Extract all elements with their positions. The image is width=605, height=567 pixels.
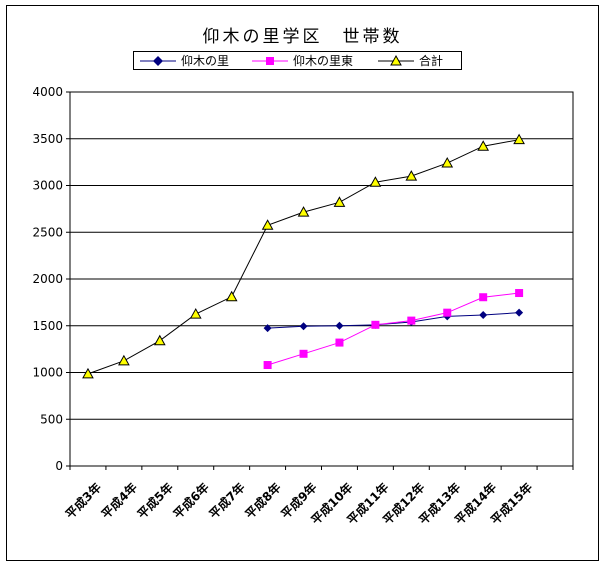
- data-point: [479, 310, 488, 319]
- series-line: [267, 292, 520, 366]
- data-point: [82, 367, 94, 379]
- y-tick-label: 0: [55, 459, 63, 473]
- y-tick-label: 2000: [32, 272, 63, 286]
- legend-label: 合計: [419, 54, 444, 68]
- data-point: [515, 289, 524, 298]
- x-tick-label: 平成5年: [134, 480, 176, 522]
- y-tick-label: 500: [40, 412, 63, 426]
- data-point: [189, 308, 202, 319]
- data-point: [299, 322, 308, 331]
- data-point: [441, 157, 454, 168]
- x-tick-label: 平成4年: [98, 480, 140, 522]
- data-point: [153, 334, 166, 346]
- data-point: [299, 349, 308, 358]
- chart-title: 仰木の里学区 世帯数: [202, 27, 403, 47]
- legend-swatch-diamond-icon: [140, 55, 176, 66]
- data-point: [118, 354, 130, 366]
- x-tick-label: 平成8年: [242, 480, 284, 522]
- y-tick-label: 2500: [32, 225, 63, 239]
- y-tick-label: 3000: [32, 179, 63, 193]
- data-point: [513, 133, 525, 145]
- x-tick-label: 平成3年: [62, 480, 104, 522]
- data-point: [225, 290, 238, 302]
- series-line: [267, 312, 520, 329]
- y-tick-label: 1000: [32, 366, 63, 380]
- data-point: [371, 320, 380, 329]
- y-tick-label: 1500: [32, 319, 63, 333]
- data-point: [515, 308, 524, 317]
- x-tick-label: 平成7年: [206, 480, 248, 522]
- data-point: [333, 196, 346, 207]
- data-point: [335, 321, 344, 330]
- legend-item-oginosato: 仰木の里: [138, 52, 229, 69]
- legend-label: 仰木の里東: [293, 54, 354, 68]
- data-point: [407, 316, 416, 325]
- legend-label: 仰木の里: [181, 54, 230, 68]
- legend-swatch-triangle-icon: [378, 54, 414, 65]
- legend-swatch-square-icon: [252, 56, 288, 65]
- data-point: [335, 338, 344, 347]
- chart-legend: 仰木の里 仰木の里東 合計: [133, 51, 462, 70]
- data-point: [369, 176, 382, 187]
- data-point: [405, 170, 418, 181]
- data-point: [297, 206, 310, 217]
- data-point: [479, 293, 488, 302]
- legend-item-oginosato-higashi: 仰木の里東: [250, 52, 353, 69]
- data-point: [263, 324, 272, 333]
- y-tick-label: 3500: [32, 132, 63, 146]
- data-point: [261, 219, 274, 230]
- data-point: [443, 308, 452, 317]
- data-point: [263, 361, 272, 370]
- x-tick-label: 平成6年: [170, 480, 212, 522]
- legend-item-total: 合計: [376, 52, 443, 69]
- y-tick-label: 4000: [32, 85, 63, 99]
- data-point: [477, 140, 490, 151]
